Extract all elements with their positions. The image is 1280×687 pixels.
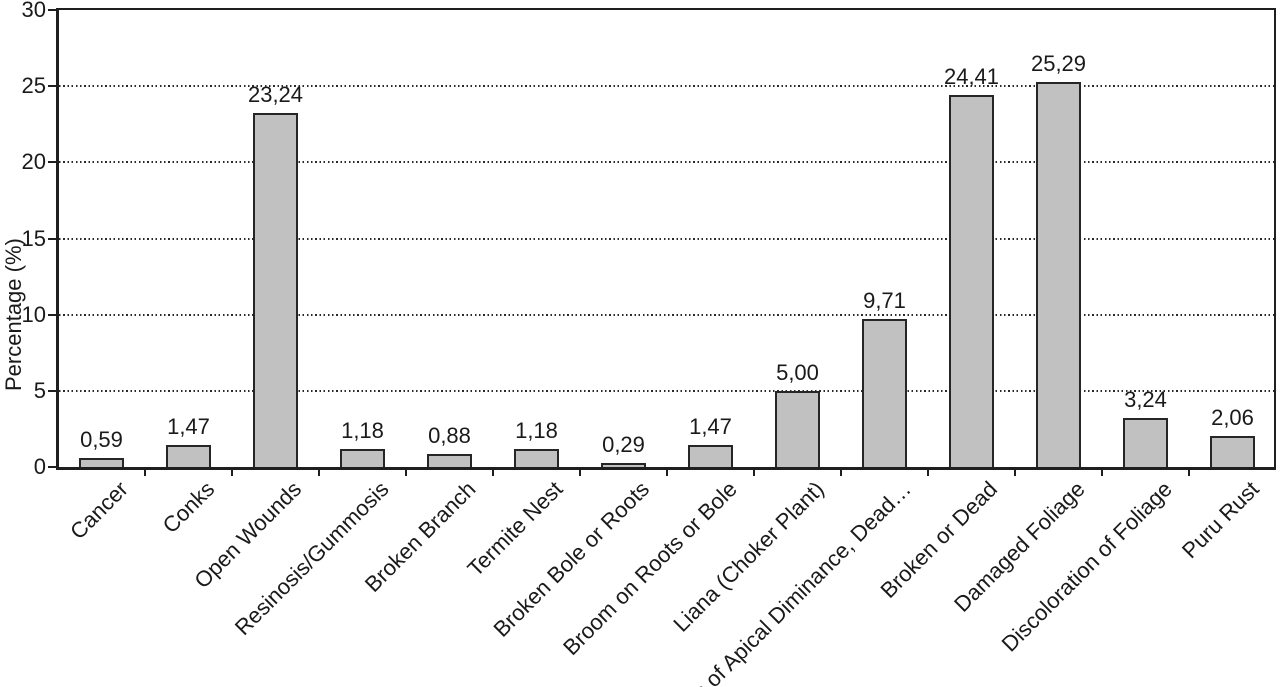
x-tick-mark xyxy=(579,467,581,476)
bar xyxy=(862,319,907,467)
x-tick-mark xyxy=(492,467,494,476)
y-tick-label: 20 xyxy=(21,149,46,175)
y-tick-label: 30 xyxy=(21,0,46,22)
plot-right-border xyxy=(1274,8,1276,470)
bar xyxy=(1210,435,1255,467)
x-tick-mark xyxy=(753,467,755,476)
bar xyxy=(427,453,472,467)
bar-value-label: 3,24 xyxy=(1124,386,1167,412)
gridline xyxy=(59,313,1274,316)
x-category-label: Discoloration of Foliage xyxy=(996,476,1177,657)
x-category-label: Liana (Choker Plant) xyxy=(668,476,829,637)
y-tick-label: 0 xyxy=(33,454,46,479)
y-tick-mark xyxy=(48,466,56,468)
bar-value-label: 5,00 xyxy=(776,359,819,385)
bar xyxy=(166,444,211,467)
y-tick-mark xyxy=(48,237,56,240)
gridline xyxy=(59,237,1274,240)
x-tick-mark xyxy=(318,467,320,476)
bar xyxy=(949,95,994,467)
y-tick-label: 10 xyxy=(21,301,46,327)
x-tick-mark xyxy=(1101,467,1103,476)
x-category-label: Resinosis/Gummosis xyxy=(229,476,394,641)
bar xyxy=(1036,81,1081,467)
bar-value-label: 1,18 xyxy=(515,418,558,444)
bar-value-label: 23,24 xyxy=(247,81,304,107)
x-tick-mark xyxy=(231,467,233,476)
gridline xyxy=(59,161,1274,164)
bar xyxy=(79,458,124,467)
bar-value-label: 1,47 xyxy=(689,413,732,439)
x-category-label: Broom on Roots or Bole xyxy=(557,476,742,660)
y-tick-mark xyxy=(48,389,56,392)
x-tick-mark xyxy=(666,467,668,476)
y-axis-line xyxy=(56,8,59,470)
bar-value-label: 1,47 xyxy=(167,413,210,439)
x-category-label: Broken Bole or Roots xyxy=(488,476,655,642)
bar-value-label: 0,59 xyxy=(80,427,123,452)
x-category-label: Cancer xyxy=(64,476,133,545)
x-tick-mark xyxy=(927,467,929,476)
x-category-label: Puru Rust xyxy=(1176,476,1264,564)
bar xyxy=(514,449,559,467)
y-tick-mark xyxy=(48,161,56,164)
bar-value-label: 25,29 xyxy=(1030,50,1087,76)
x-tick-mark xyxy=(840,467,842,476)
x-category-label: Conks xyxy=(157,476,220,539)
x-tick-mark xyxy=(1014,467,1016,476)
x-tick-mark xyxy=(405,467,407,476)
y-tick-label: 25 xyxy=(21,73,46,99)
y-tick-mark xyxy=(48,85,56,88)
y-tick-label: 5 xyxy=(33,377,46,403)
bar-value-label: 9,71 xyxy=(863,288,906,314)
x-tick-mark xyxy=(144,467,146,476)
bar-value-label: 0,29 xyxy=(602,431,645,457)
bar-value-label: 24,41 xyxy=(943,64,1000,90)
y-tick-mark xyxy=(48,9,56,11)
bar-value-label: 1,18 xyxy=(341,418,384,444)
bar xyxy=(1123,417,1168,467)
bar-value-label: 0,88 xyxy=(428,422,471,448)
y-tick-label: 15 xyxy=(21,225,46,251)
bar xyxy=(775,390,820,467)
gridline xyxy=(59,389,1274,392)
gridline xyxy=(59,85,1274,88)
plot-top-border xyxy=(56,8,1276,10)
y-tick-mark xyxy=(48,313,56,316)
x-tick-mark xyxy=(1188,467,1190,476)
bar-value-label: 2,06 xyxy=(1211,404,1254,430)
bar xyxy=(601,462,646,467)
bar xyxy=(688,444,733,467)
bar xyxy=(340,449,385,467)
bar xyxy=(253,112,298,467)
